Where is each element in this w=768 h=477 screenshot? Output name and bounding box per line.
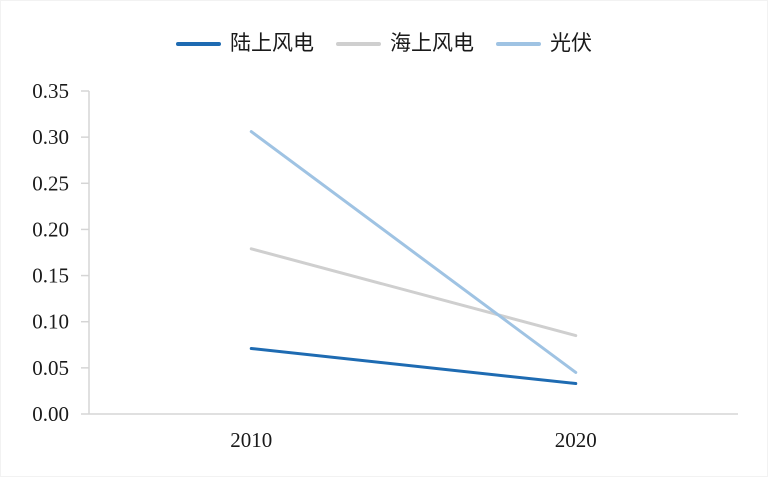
series-lines — [249, 130, 578, 386]
offshore-wind-line-swatch — [336, 41, 381, 46]
legend-item-solar-pv: 光伏 — [496, 33, 592, 54]
legend-label-onshore-wind: 陆上风电 — [230, 31, 314, 55]
onshore-wind-line-swatch — [176, 41, 221, 46]
y-tick-label: 0.15 — [32, 264, 69, 288]
legend-item-offshore-wind: 海上风电 — [336, 33, 474, 54]
y-tick-label: 0.30 — [32, 125, 69, 149]
series-line-光伏 — [249, 130, 578, 374]
x-tick-label: 2010 — [230, 428, 272, 452]
axes — [88, 91, 738, 415]
y-tick-label: 0.05 — [32, 356, 69, 380]
y-tick-label: 0.00 — [32, 402, 69, 426]
y-tick-label: 0.35 — [32, 79, 69, 103]
x-axis-ticks: 2010 2020 — [230, 428, 597, 452]
legend-label-offshore-wind: 海上风电 — [390, 31, 474, 55]
series-line-陆上风电 — [249, 346, 578, 386]
y-axis-ticks: 0.00 0.05 0.10 0.15 0.20 0.25 0.30 0.35 — [32, 79, 89, 426]
y-tick-label: 0.20 — [32, 217, 69, 241]
solar-pv-line-swatch — [496, 41, 541, 46]
x-tick-label: 2020 — [555, 428, 597, 452]
y-tick-label: 0.25 — [32, 171, 69, 195]
legend-label-solar-pv: 光伏 — [550, 31, 592, 55]
legend-item-onshore-wind: 陆上风电 — [176, 33, 314, 54]
series-line-海上风电 — [249, 247, 578, 338]
legend: 陆上风电 海上风电 光伏 — [1, 33, 767, 54]
y-tick-label: 0.10 — [32, 310, 69, 334]
